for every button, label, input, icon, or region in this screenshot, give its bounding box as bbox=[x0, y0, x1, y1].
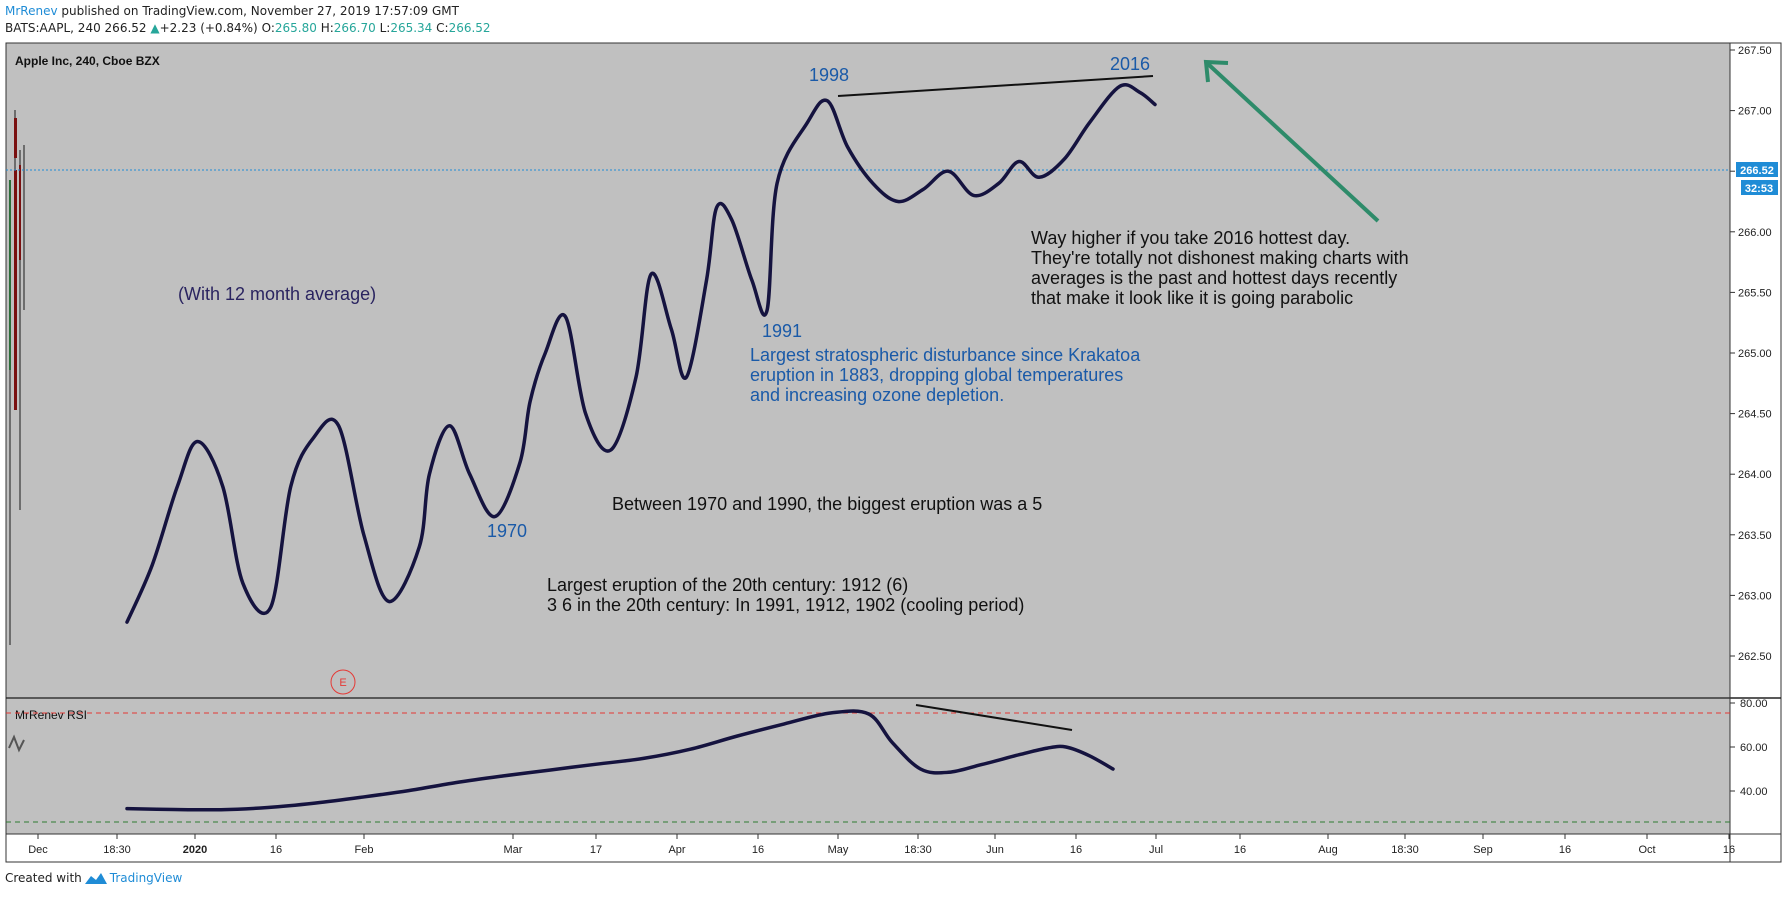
rsi-tick-label: 40.00 bbox=[1740, 786, 1768, 798]
price-tick-label: 265.00 bbox=[1738, 348, 1772, 360]
note-2016-line-1[interactable]: Way higher if you take 2016 hottest day. bbox=[1031, 228, 1350, 248]
publish-info: published on TradingView.com, November 2… bbox=[57, 4, 459, 18]
price-tag-label: 266.52 bbox=[1740, 165, 1774, 177]
countdown-tag bbox=[1741, 180, 1778, 195]
close-label: C: bbox=[436, 21, 449, 35]
rsi-series-line bbox=[125, 709, 1115, 812]
time-tick-label: Sep bbox=[1473, 844, 1493, 856]
time-tick-label: 16 bbox=[1559, 844, 1571, 856]
tradingview-link[interactable]: TradingView bbox=[109, 871, 183, 885]
price-tick-label: 267.00 bbox=[1738, 106, 1772, 118]
label-1998[interactable]: 1998 bbox=[809, 65, 849, 85]
price-tick-label: 267.50 bbox=[1738, 45, 1772, 57]
time-tick-label: 18:30 bbox=[904, 844, 932, 856]
author-link[interactable]: MrRenev bbox=[5, 4, 58, 18]
main-pane-bg[interactable] bbox=[6, 43, 1730, 697]
label-1970[interactable]: 1970 bbox=[487, 521, 527, 541]
price-tick-label: 264.00 bbox=[1738, 469, 1772, 481]
annotations[interactable]: (With 12 month average) 1970 1991 1998 2… bbox=[178, 54, 1409, 615]
price-tick-label: 262.50 bbox=[1738, 651, 1772, 663]
rsi-tick-label: 60.00 bbox=[1740, 742, 1768, 754]
note-century-line-1[interactable]: Largest eruption of the 20th century: 19… bbox=[547, 575, 908, 595]
time-tick-label: 16 bbox=[1070, 844, 1082, 856]
high-value: 266.70 bbox=[333, 21, 376, 35]
time-tick-label: Apr bbox=[668, 844, 685, 856]
note-1991-line-3[interactable]: and increasing ozone depletion. bbox=[750, 385, 1004, 405]
price-tick-label: 263.00 bbox=[1738, 590, 1772, 602]
note-century-line-2[interactable]: 3 6 in the 20th century: In 1991, 1912, … bbox=[547, 595, 1024, 615]
time-tick-label: 2020 bbox=[183, 844, 207, 856]
publish-line: MrRenev published on TradingView.com, No… bbox=[5, 3, 491, 20]
close-value: 266.52 bbox=[448, 21, 491, 35]
time-tick-label: 16 bbox=[1723, 844, 1735, 856]
rsi-tick-label: 80.00 bbox=[1740, 698, 1768, 710]
chart-frame bbox=[5, 42, 1782, 863]
low-label: L: bbox=[379, 21, 391, 35]
note-1991-line-2[interactable]: eruption in 1883, dropping global temper… bbox=[750, 365, 1123, 385]
note-1991-line-1[interactable]: Largest stratospheric disturbance since … bbox=[750, 345, 1141, 365]
footer: Created with TradingView bbox=[5, 871, 182, 885]
time-scale-bg[interactable] bbox=[6, 834, 1781, 862]
rsi-trendline[interactable] bbox=[915, 704, 1073, 731]
open-label: O: bbox=[261, 21, 275, 35]
price-scale-bg[interactable] bbox=[1730, 43, 1781, 834]
green-arrow[interactable] bbox=[1203, 59, 1380, 223]
time-tick-label: Aug bbox=[1318, 844, 1338, 856]
temperature-series-line bbox=[125, 83, 1157, 624]
time-tick-label: Jul bbox=[1149, 844, 1163, 856]
high-label: H: bbox=[320, 21, 334, 35]
time-tick-label: May bbox=[828, 844, 849, 856]
rsi-axis[interactable]: 80.00 60.00 40.00 bbox=[1730, 698, 1768, 798]
time-tick-label: 16 bbox=[270, 844, 282, 856]
time-tick-label: Feb bbox=[355, 844, 374, 856]
note-2016-line-3[interactable]: averages is the past and hottest days re… bbox=[1031, 268, 1397, 288]
chart-header: MrRenev published on TradingView.com, No… bbox=[5, 3, 491, 37]
rsi-pane-bg[interactable] bbox=[6, 699, 1730, 834]
price-change: +2.23 (+0.84%) bbox=[159, 21, 258, 35]
tradingview-logo-icon bbox=[84, 873, 107, 884]
time-tick-label: Oct bbox=[1638, 844, 1655, 856]
time-tick-label: 18:30 bbox=[1391, 844, 1419, 856]
symbol-label: BATS:AAPL, 240 bbox=[5, 21, 101, 35]
ohlc-line: BATS:AAPL, 240 266.52 ▲+2.23 (+0.84%) O:… bbox=[5, 20, 491, 37]
trendline-1998-2016[interactable] bbox=[837, 75, 1154, 97]
note-1970-1990[interactable]: Between 1970 and 1990, the biggest erupt… bbox=[612, 494, 1042, 514]
created-with-label: Created with bbox=[5, 871, 82, 885]
rsi-pane-title: MrRenev RSI bbox=[15, 708, 87, 722]
price-tag bbox=[1736, 162, 1778, 177]
note-2016-line-2[interactable]: They're totally not dishonest making cha… bbox=[1031, 248, 1409, 268]
time-axis[interactable]: Dec 18:30 2020 16 Feb Mar 17 Apr 16 May 18:30 Jun 16… bbox=[28, 834, 1735, 856]
price-tick-label: 266.00 bbox=[1738, 227, 1772, 239]
earnings-marker[interactable] bbox=[330, 669, 356, 695]
label-2016[interactable]: 2016 bbox=[1110, 54, 1150, 74]
note-2016-line-4[interactable]: that make it look like it is going parab… bbox=[1031, 288, 1353, 308]
price-tick-label: 265.50 bbox=[1738, 287, 1772, 299]
label-1991[interactable]: 1991 bbox=[762, 321, 802, 341]
price-tick-label: 263.50 bbox=[1738, 530, 1772, 542]
price-tick-label: 264.50 bbox=[1738, 409, 1772, 421]
time-tick-label: Mar bbox=[504, 844, 523, 856]
up-arrow-icon: ▲ bbox=[150, 21, 160, 35]
time-tick-label: Dec bbox=[28, 844, 48, 856]
candles bbox=[9, 110, 25, 645]
time-tick-label: 16 bbox=[1234, 844, 1246, 856]
countdown-label: 32:53 bbox=[1745, 183, 1773, 195]
zigzag-icon bbox=[8, 734, 25, 753]
time-tick-label: Jun bbox=[986, 844, 1004, 856]
last-price: 266.52 bbox=[104, 21, 147, 35]
earnings-marker-label: E bbox=[339, 677, 346, 689]
time-tick-label: 18:30 bbox=[103, 844, 131, 856]
time-tick-label: 17 bbox=[590, 844, 602, 856]
note-average[interactable]: (With 12 month average) bbox=[178, 284, 376, 304]
time-tick-label: 16 bbox=[752, 844, 764, 856]
open-value: 265.80 bbox=[274, 21, 317, 35]
main-pane-title: Apple Inc, 240, Cboe BZX bbox=[15, 54, 160, 68]
low-value: 265.34 bbox=[390, 21, 433, 35]
